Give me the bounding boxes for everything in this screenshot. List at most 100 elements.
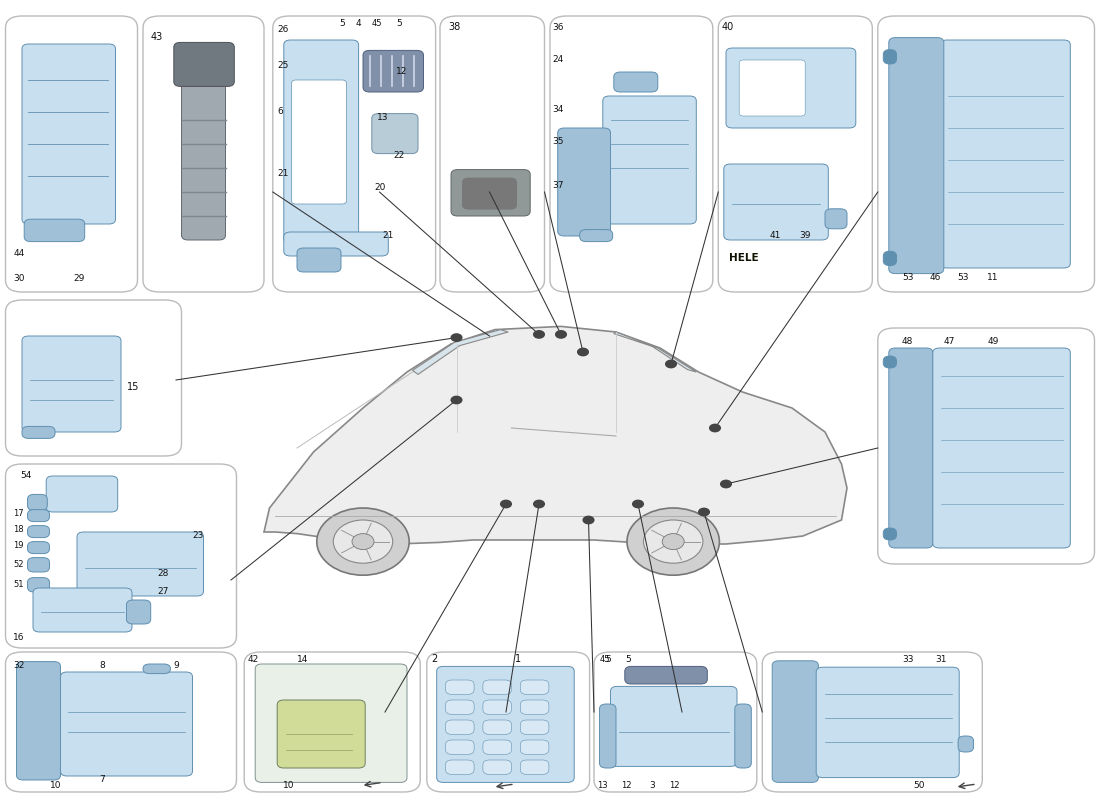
Text: 3: 3 bbox=[649, 782, 654, 790]
FancyBboxPatch shape bbox=[363, 50, 424, 92]
Text: 12: 12 bbox=[396, 67, 407, 76]
FancyBboxPatch shape bbox=[889, 348, 933, 548]
Text: 5: 5 bbox=[396, 19, 402, 28]
FancyBboxPatch shape bbox=[594, 652, 757, 792]
Circle shape bbox=[451, 334, 462, 342]
Text: 23: 23 bbox=[192, 531, 204, 540]
Circle shape bbox=[578, 347, 590, 356]
Text: Spar
tion: Spar tion bbox=[514, 474, 586, 534]
FancyBboxPatch shape bbox=[878, 16, 1094, 292]
Text: 9: 9 bbox=[174, 662, 179, 670]
FancyBboxPatch shape bbox=[255, 664, 407, 782]
Text: 10: 10 bbox=[50, 782, 60, 790]
FancyBboxPatch shape bbox=[462, 178, 517, 210]
FancyBboxPatch shape bbox=[22, 44, 115, 224]
FancyBboxPatch shape bbox=[816, 667, 959, 778]
Circle shape bbox=[662, 534, 684, 550]
FancyBboxPatch shape bbox=[446, 720, 474, 734]
Circle shape bbox=[534, 499, 544, 509]
Text: 53: 53 bbox=[902, 273, 913, 282]
Polygon shape bbox=[614, 332, 696, 372]
Text: 2: 2 bbox=[431, 654, 438, 664]
Text: 40: 40 bbox=[722, 22, 734, 32]
Circle shape bbox=[698, 508, 711, 517]
FancyBboxPatch shape bbox=[772, 661, 818, 782]
Text: 31: 31 bbox=[935, 655, 946, 664]
Text: 29: 29 bbox=[74, 274, 85, 283]
Text: 14: 14 bbox=[297, 655, 308, 664]
FancyBboxPatch shape bbox=[614, 72, 658, 92]
Text: 5: 5 bbox=[625, 655, 630, 664]
Text: 24: 24 bbox=[552, 55, 563, 64]
FancyBboxPatch shape bbox=[520, 700, 549, 714]
Polygon shape bbox=[412, 330, 508, 374]
FancyBboxPatch shape bbox=[244, 652, 420, 792]
FancyBboxPatch shape bbox=[446, 680, 474, 694]
Text: 10: 10 bbox=[283, 782, 294, 790]
Text: 7: 7 bbox=[99, 775, 104, 784]
FancyBboxPatch shape bbox=[77, 532, 204, 596]
FancyBboxPatch shape bbox=[558, 128, 611, 236]
Text: 28: 28 bbox=[157, 569, 168, 578]
Text: ©uro
ce 19: ©uro ce 19 bbox=[373, 452, 474, 524]
FancyBboxPatch shape bbox=[24, 219, 85, 242]
Circle shape bbox=[556, 330, 568, 339]
FancyBboxPatch shape bbox=[427, 652, 590, 792]
Text: 8: 8 bbox=[99, 662, 104, 670]
FancyBboxPatch shape bbox=[6, 652, 236, 792]
Text: 1: 1 bbox=[515, 654, 521, 664]
FancyBboxPatch shape bbox=[440, 16, 544, 292]
Text: 13: 13 bbox=[377, 113, 388, 122]
FancyBboxPatch shape bbox=[28, 510, 50, 522]
FancyBboxPatch shape bbox=[437, 666, 574, 782]
FancyBboxPatch shape bbox=[603, 96, 696, 224]
FancyBboxPatch shape bbox=[6, 300, 182, 456]
FancyBboxPatch shape bbox=[483, 740, 512, 754]
FancyBboxPatch shape bbox=[22, 336, 121, 432]
FancyBboxPatch shape bbox=[16, 662, 60, 780]
FancyBboxPatch shape bbox=[825, 209, 847, 229]
Text: 5: 5 bbox=[339, 19, 344, 28]
FancyBboxPatch shape bbox=[958, 736, 974, 752]
Text: 48: 48 bbox=[902, 337, 913, 346]
Text: 52: 52 bbox=[13, 560, 24, 569]
FancyBboxPatch shape bbox=[28, 578, 50, 592]
FancyBboxPatch shape bbox=[726, 48, 856, 128]
Text: 18: 18 bbox=[13, 526, 24, 534]
FancyBboxPatch shape bbox=[940, 40, 1070, 268]
Text: 33: 33 bbox=[902, 655, 913, 664]
FancyBboxPatch shape bbox=[46, 476, 118, 512]
FancyBboxPatch shape bbox=[520, 740, 549, 754]
Text: 37: 37 bbox=[552, 182, 563, 190]
Circle shape bbox=[583, 516, 594, 525]
Text: nce 19: nce 19 bbox=[614, 512, 706, 536]
FancyBboxPatch shape bbox=[483, 680, 512, 694]
Text: 20: 20 bbox=[374, 183, 385, 192]
Circle shape bbox=[631, 499, 644, 509]
FancyBboxPatch shape bbox=[451, 170, 530, 216]
Text: 22: 22 bbox=[394, 151, 405, 160]
FancyBboxPatch shape bbox=[174, 42, 234, 86]
FancyBboxPatch shape bbox=[143, 664, 170, 674]
FancyBboxPatch shape bbox=[292, 80, 346, 204]
Text: 13: 13 bbox=[597, 782, 608, 790]
FancyBboxPatch shape bbox=[483, 700, 512, 714]
FancyBboxPatch shape bbox=[724, 164, 828, 240]
FancyBboxPatch shape bbox=[446, 740, 474, 754]
FancyBboxPatch shape bbox=[446, 700, 474, 714]
FancyBboxPatch shape bbox=[297, 248, 341, 272]
Text: 46: 46 bbox=[930, 273, 940, 282]
FancyBboxPatch shape bbox=[550, 16, 713, 292]
FancyBboxPatch shape bbox=[520, 720, 549, 734]
FancyBboxPatch shape bbox=[878, 328, 1094, 564]
FancyBboxPatch shape bbox=[28, 526, 50, 538]
Text: 41: 41 bbox=[770, 231, 781, 240]
FancyBboxPatch shape bbox=[520, 760, 549, 774]
Text: 44: 44 bbox=[13, 249, 24, 258]
Circle shape bbox=[333, 520, 393, 563]
Text: 39: 39 bbox=[800, 231, 811, 240]
Text: HELE: HELE bbox=[729, 253, 759, 263]
FancyBboxPatch shape bbox=[520, 680, 549, 694]
Circle shape bbox=[317, 508, 409, 575]
Text: 27: 27 bbox=[157, 587, 168, 596]
